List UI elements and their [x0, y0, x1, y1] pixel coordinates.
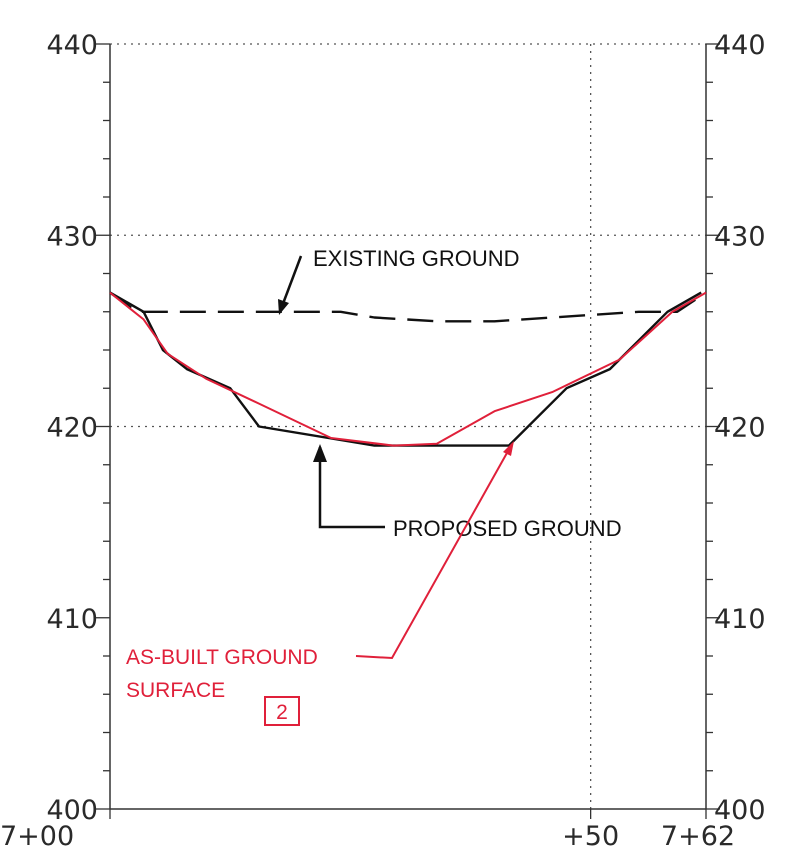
y-tick-label-left: 440: [46, 30, 98, 61]
y-tick-label-right: 430: [714, 221, 766, 252]
tick-labels: 400 400 410 410 420 420 430 430 440 440 7+00 +50 7+6…: [0, 30, 766, 852]
series-lines: [109, 291, 707, 447]
note-box: [264, 696, 300, 726]
existing-ground-line: [109, 291, 707, 323]
grid: [110, 43, 706, 809]
x-tick-label: 7+62: [661, 821, 735, 852]
x-tick-label: +50: [562, 821, 619, 852]
y-tick-label-right: 440: [714, 30, 766, 61]
y-tick-label-right: 400: [714, 795, 766, 826]
existing-ground-arrowhead: [278, 299, 289, 315]
as-built-label-line2: SURFACE: [126, 679, 225, 702]
annotations: EXISTING GROUND PROPOSED GROUND AS-BUILT…: [126, 246, 622, 726]
proposed-ground-label: PROPOSED GROUND: [393, 516, 622, 541]
y-tick-label-right: 420: [714, 413, 766, 444]
as-built-label-line1: AS-BUILT GROUND: [126, 646, 318, 669]
y-tick-label-left: 400: [46, 795, 98, 826]
proposed-ground-arrowhead: [313, 444, 327, 462]
existing-ground-label: EXISTING GROUND: [313, 246, 520, 271]
y-tick-label-left: 410: [46, 604, 98, 635]
y-tick-label-right: 410: [714, 604, 766, 635]
as-built-leader: [355, 443, 513, 660]
note-box-number: 2: [276, 701, 288, 724]
y-tick-label-left: 420: [46, 413, 98, 444]
proposed-ground-line: [109, 291, 702, 447]
existing-ground-leader: [279, 255, 303, 310]
y-tick-label-left: 430: [46, 221, 98, 252]
x-tick-label: 7+00: [0, 821, 74, 852]
as-built-ground-surface-line: [109, 291, 707, 447]
as-built-arrowhead: [503, 441, 514, 456]
proposed-ground-leader: [318, 447, 385, 529]
tick-marks: [96, 43, 720, 819]
